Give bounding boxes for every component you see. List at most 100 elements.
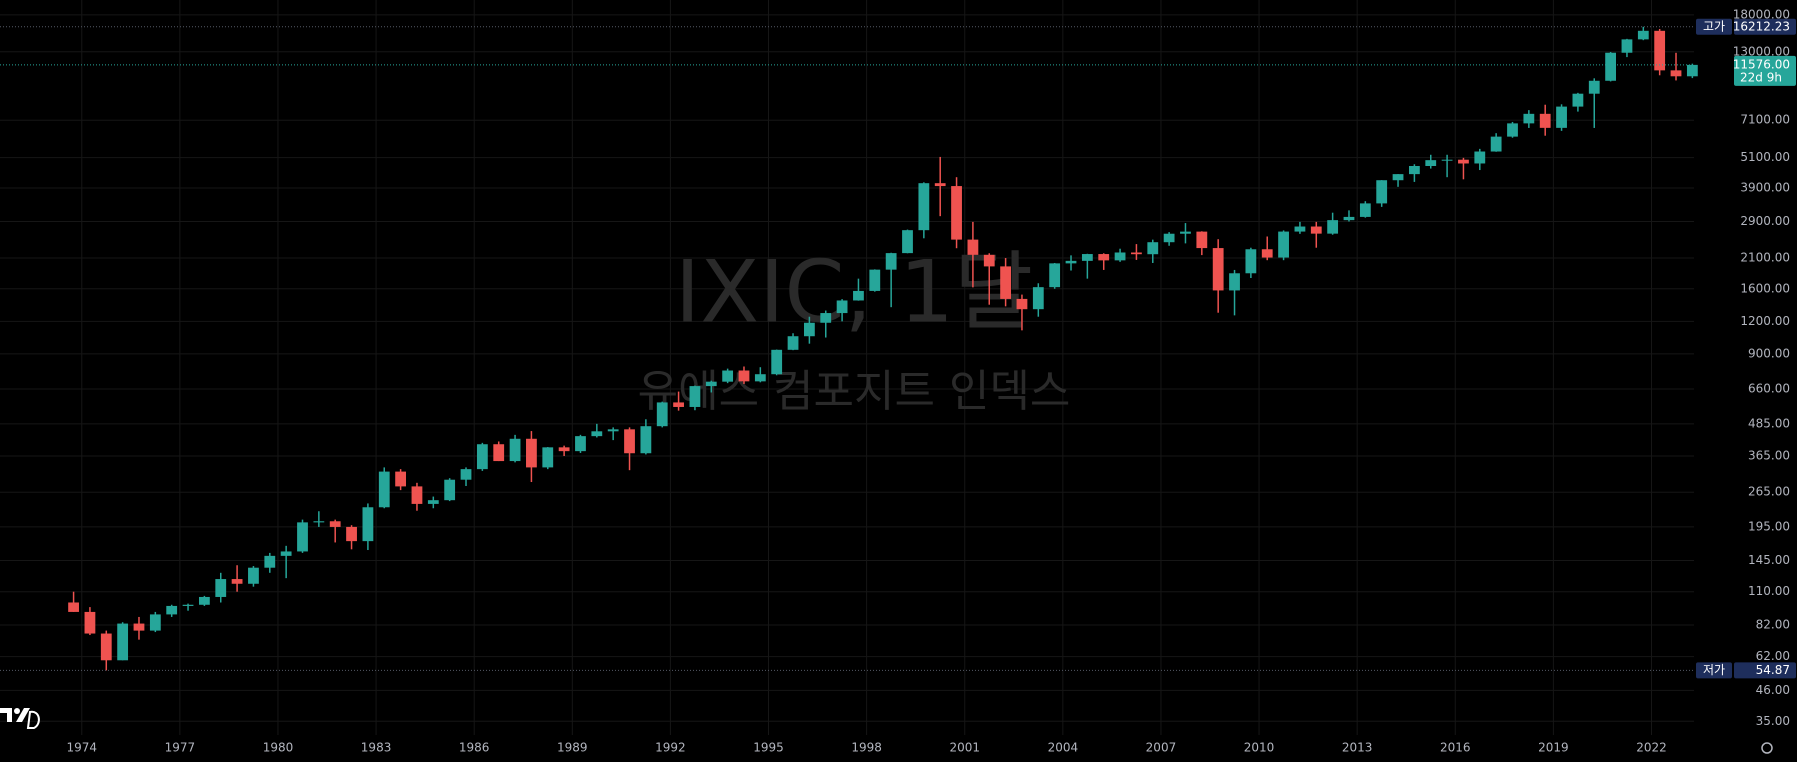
candle-body xyxy=(313,521,325,523)
candle-body xyxy=(1507,123,1518,137)
candle-body xyxy=(673,402,684,407)
y-tick-label: 35.00 xyxy=(1756,714,1790,728)
y-tick-label: 110.00 xyxy=(1748,584,1790,598)
y-tick-label: 660.00 xyxy=(1748,381,1790,395)
x-tick-label: 1977 xyxy=(165,741,196,755)
y-tick-label: 3900.00 xyxy=(1740,180,1790,194)
candle-body xyxy=(607,429,619,432)
candle-body xyxy=(1261,249,1273,258)
candle-body xyxy=(117,623,129,661)
x-tick-label: 2004 xyxy=(1048,741,1079,755)
candle-body xyxy=(1376,180,1388,204)
candle-body xyxy=(1065,260,1077,264)
last-price-countdown: 22d 9h xyxy=(1740,70,1782,84)
candle-body xyxy=(1654,30,1666,71)
candle-body xyxy=(1343,216,1355,221)
watermark-subtitle: 유에스 컴포지트 인덱스 xyxy=(638,366,1071,417)
y-tick-label: 485.00 xyxy=(1748,416,1790,430)
low-tag-bg xyxy=(1696,662,1732,679)
candle-body xyxy=(1000,266,1012,299)
candle-body xyxy=(476,444,488,470)
x-tick-label: 2007 xyxy=(1146,741,1177,755)
candle-body xyxy=(1572,93,1584,107)
candle-body xyxy=(1196,231,1208,249)
candle-body xyxy=(395,471,407,487)
y-tick-label: 13000.00 xyxy=(1733,44,1790,58)
candle-body xyxy=(182,604,194,606)
grid xyxy=(0,0,1694,735)
candle-body xyxy=(493,444,505,462)
candle-body xyxy=(149,614,161,631)
high-value: 16212.23 xyxy=(1733,19,1790,33)
low-value-bg xyxy=(1734,662,1796,679)
candle-body xyxy=(1310,226,1322,234)
candle-body xyxy=(1523,113,1535,124)
candle-body xyxy=(248,567,259,584)
y-tick-label: 5100.00 xyxy=(1740,150,1790,164)
candle-body xyxy=(1408,166,1420,175)
candle-body xyxy=(427,500,439,504)
candle-body xyxy=(362,507,374,542)
candle-body xyxy=(264,555,276,568)
x-tick-label: 2022 xyxy=(1636,741,1667,755)
candle-body xyxy=(1163,233,1175,243)
y-tick-label: 7100.00 xyxy=(1740,113,1790,127)
candle-body xyxy=(967,239,979,255)
candle-body xyxy=(84,611,96,634)
candle-body xyxy=(133,623,145,631)
y-tick-label: 82.00 xyxy=(1756,617,1790,631)
candle-body xyxy=(1114,252,1126,261)
candle-body xyxy=(280,551,292,556)
low-value: 54.87 xyxy=(1756,663,1790,677)
candle-body xyxy=(1686,64,1698,77)
high-tag-bg xyxy=(1696,18,1732,35)
candle-body xyxy=(705,381,717,387)
candle-body xyxy=(1049,263,1061,288)
x-tick-label: 1995 xyxy=(753,741,784,755)
candle-body xyxy=(738,370,750,382)
settings-icon[interactable] xyxy=(1761,742,1773,754)
x-tick-label: 1974 xyxy=(66,741,97,755)
candle-body xyxy=(803,322,815,337)
candle-body xyxy=(1180,231,1191,234)
y-tick-label: 62.00 xyxy=(1756,649,1790,663)
candle-body xyxy=(542,447,554,468)
candle-body xyxy=(1588,80,1600,94)
candle-body xyxy=(902,230,913,254)
candle-body xyxy=(411,486,423,504)
candle-body xyxy=(1032,287,1044,310)
candle-body xyxy=(918,183,930,231)
candle-body xyxy=(640,426,652,454)
candle-body xyxy=(1229,273,1240,291)
candle-body xyxy=(820,313,832,323)
candle-body xyxy=(460,469,472,480)
last-price-value: 11576.00 xyxy=(1733,57,1790,71)
settings-gear[interactable] xyxy=(1761,742,1773,754)
y-tick-label: 365.00 xyxy=(1748,448,1790,462)
y-tick-label: 2900.00 xyxy=(1740,214,1790,228)
y-tick-label: 195.00 xyxy=(1748,519,1790,533)
candle-body xyxy=(297,522,308,552)
candles xyxy=(68,26,1698,671)
candle-body xyxy=(100,633,112,661)
x-tick-label: 1992 xyxy=(655,741,686,755)
candle-body xyxy=(1605,52,1617,81)
x-tick-label: 2001 xyxy=(949,741,980,755)
candle-body xyxy=(1474,151,1486,164)
candle-body xyxy=(624,429,635,454)
y-tick-label: 900.00 xyxy=(1748,346,1790,360)
x-tick-label: 1998 xyxy=(851,741,882,755)
x-tick-label: 1986 xyxy=(459,741,490,755)
low-tag-label: 저가 xyxy=(1703,663,1725,677)
candle-body xyxy=(1458,159,1469,164)
high-tag-label: 고가 xyxy=(1703,19,1725,33)
candle-body xyxy=(934,183,946,187)
logo-dot xyxy=(14,708,20,714)
logo xyxy=(0,708,40,729)
candle-body xyxy=(1392,174,1404,181)
candle-body xyxy=(853,290,864,301)
candle-body xyxy=(1131,252,1142,255)
